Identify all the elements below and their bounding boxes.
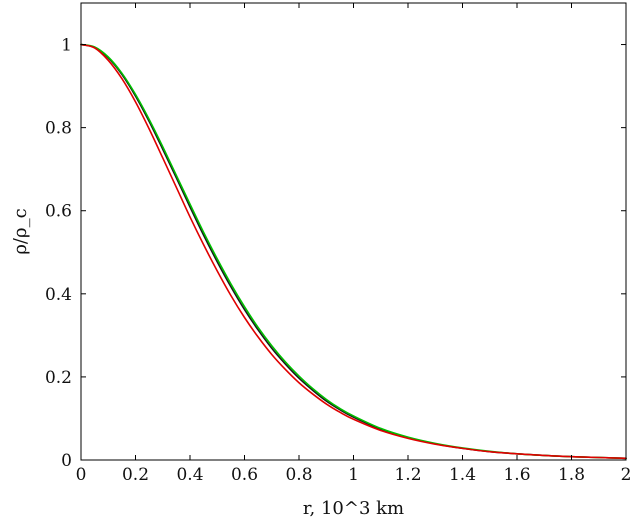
x-tick-label: 0.4 <box>176 465 203 485</box>
y-tick-label: 0 <box>61 451 72 471</box>
y-tick-label: 0.6 <box>45 202 72 222</box>
y-tick-label: 0.2 <box>45 368 72 388</box>
x-tick-label: 0.2 <box>122 465 149 485</box>
series-layer <box>80 43 627 460</box>
y-tick-label: 0.4 <box>45 285 72 305</box>
y-tick-label: 0.8 <box>45 119 72 139</box>
x-tick-label: 1.4 <box>449 465 476 485</box>
x-tick-label: 0.8 <box>285 465 312 485</box>
x-tick-label: 1 <box>348 465 359 485</box>
x-tick-label: 1.2 <box>394 465 421 485</box>
x-tick-label: 0 <box>76 465 87 485</box>
x-tick-label: 1.8 <box>558 465 585 485</box>
series-line-3 <box>80 43 627 460</box>
label-layer: 0 0.2 0.4 0.6 0.8 1 1.2 1.4 1.6 1.8 2 0 0.2 0.4 0.6 0.8… <box>45 36 631 485</box>
x-axis-label: r, 10^3 km <box>303 498 404 519</box>
x-tick-label: 2 <box>621 465 632 485</box>
x-tick-label: 0.6 <box>231 465 258 485</box>
y-axis-label: ρ/ρ_c <box>10 208 31 254</box>
x-tick-label: 1.6 <box>503 465 530 485</box>
y-tick-label: 1 <box>61 36 72 56</box>
tick-layer <box>80 3 627 461</box>
